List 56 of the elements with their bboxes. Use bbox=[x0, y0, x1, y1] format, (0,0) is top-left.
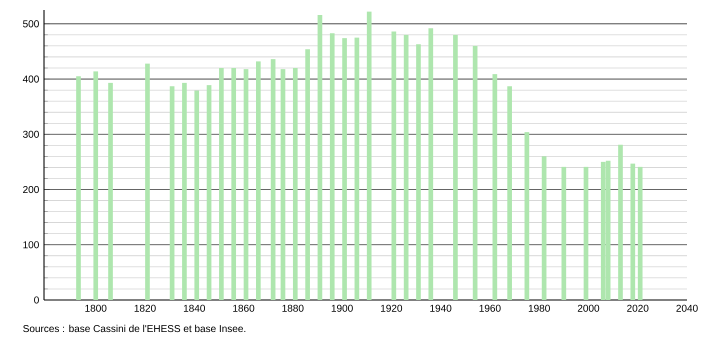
source-note: Sources : base Cassini de l'EHESS et base Insee. bbox=[23, 324, 246, 332]
bar bbox=[542, 156, 546, 300]
bar bbox=[428, 28, 434, 300]
bar bbox=[231, 68, 236, 300]
x-tick-label: 1940 bbox=[430, 304, 452, 312]
bar bbox=[280, 69, 286, 300]
bar bbox=[93, 71, 98, 300]
x-tick-label: 1980 bbox=[528, 304, 550, 312]
y-tick-label: 100 bbox=[23, 241, 39, 248]
bar bbox=[416, 44, 421, 300]
bar bbox=[270, 59, 276, 300]
x-tick-label: 1820 bbox=[134, 304, 156, 312]
bar bbox=[584, 166, 588, 300]
x-tick-label: 1860 bbox=[233, 304, 254, 312]
bar bbox=[145, 64, 150, 300]
bar bbox=[561, 166, 566, 300]
y-tick-label: 400 bbox=[22, 76, 39, 83]
bar bbox=[507, 86, 512, 300]
bar bbox=[108, 82, 113, 300]
bar bbox=[492, 74, 498, 300]
x-tick-label: 1880 bbox=[282, 304, 304, 312]
bar bbox=[330, 33, 335, 300]
bar bbox=[354, 38, 360, 300]
x-tick-label: 1960 bbox=[480, 304, 501, 312]
bar bbox=[342, 38, 347, 300]
y-tick-label: 300 bbox=[22, 130, 39, 138]
bar bbox=[244, 69, 248, 300]
bar bbox=[472, 46, 478, 300]
bar bbox=[206, 85, 212, 300]
bar bbox=[318, 14, 322, 300]
x-tick-label: 1900 bbox=[332, 304, 353, 312]
bar bbox=[219, 68, 224, 300]
bar bbox=[76, 76, 81, 300]
y-tick-label: 0 bbox=[34, 296, 39, 304]
y-tick-label: 500 bbox=[23, 20, 39, 28]
bar bbox=[194, 90, 200, 300]
bar bbox=[182, 82, 187, 300]
x-tick-label: 1920 bbox=[381, 304, 402, 312]
bar bbox=[453, 34, 458, 300]
bar bbox=[366, 12, 372, 300]
x-tick-label: 2020 bbox=[627, 304, 648, 312]
x-tick-label: 2000 bbox=[578, 304, 600, 312]
bar bbox=[256, 61, 261, 300]
x-tick-label: 2040 bbox=[676, 304, 698, 312]
bar bbox=[638, 166, 643, 300]
bar bbox=[292, 68, 298, 300]
bar bbox=[391, 32, 396, 300]
bar bbox=[170, 86, 174, 300]
bar bbox=[618, 144, 623, 300]
x-tick-label: 1840 bbox=[184, 304, 206, 312]
bar bbox=[630, 164, 636, 300]
bar bbox=[305, 49, 310, 300]
bar bbox=[404, 34, 408, 300]
bar bbox=[524, 132, 530, 300]
x-tick-label: 1800 bbox=[85, 304, 106, 312]
y-tick-label: 200 bbox=[23, 186, 39, 194]
